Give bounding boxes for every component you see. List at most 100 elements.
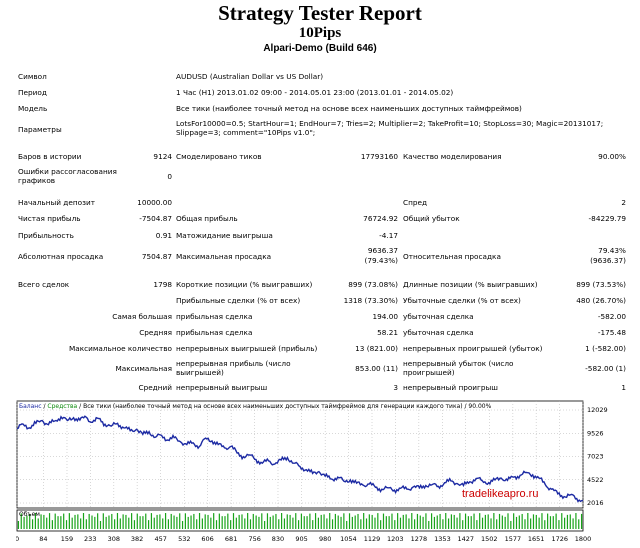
volume-bar	[317, 517, 319, 529]
volume-plot-frame	[16, 509, 584, 532]
relative-drawdown-label: Относительная просадка	[403, 252, 501, 261]
consec-wins-value: 13 (821.00)	[355, 344, 398, 353]
volume-bar	[54, 513, 56, 529]
y-tick-label: 7023	[587, 453, 604, 461]
consec-losses-label: непрерывных проигрышей (убыток)	[403, 344, 543, 353]
volume-bar	[297, 520, 300, 529]
volume-bar	[312, 520, 314, 529]
volume-bar	[428, 520, 430, 529]
volume-bar	[230, 520, 232, 529]
volume-bar	[281, 513, 283, 529]
volume-bar	[122, 514, 124, 529]
ea-name: 10Pips	[298, 25, 342, 41]
volume-bar	[153, 517, 155, 529]
volume-bar	[210, 517, 212, 529]
volume-bar	[329, 513, 331, 529]
x-tick-label: 1278	[411, 535, 428, 543]
volume-bar	[402, 514, 404, 529]
volume-bar	[252, 513, 254, 529]
volume-bar	[527, 513, 529, 529]
volume-bar	[128, 517, 130, 529]
volume-bar	[184, 513, 186, 529]
volume-bar	[558, 520, 560, 529]
x-tick-label: 606	[201, 535, 213, 543]
errors-value: 0	[167, 172, 172, 181]
legend-equity: Средства	[47, 403, 77, 410]
volume-bar	[40, 514, 42, 529]
volume-bar	[447, 518, 450, 529]
volume-bar	[419, 515, 421, 529]
volume-bar	[504, 516, 506, 529]
volume-bar	[102, 513, 104, 529]
volume-bar	[249, 519, 252, 529]
volume-bar	[566, 514, 569, 529]
x-tick-label: 382	[131, 535, 143, 543]
volume-bar	[549, 516, 552, 529]
volume-bar	[63, 513, 65, 529]
volume-bar	[150, 513, 153, 529]
maximal-label: Максимальная	[115, 364, 172, 373]
volume-bar	[278, 519, 280, 529]
x-tick-label: 1726	[551, 535, 568, 543]
volume-bar	[323, 514, 325, 529]
x-tick-label: 1129	[364, 535, 381, 543]
volume-bar	[145, 513, 147, 529]
x-tick-label: 1054	[340, 535, 357, 543]
volume-bar	[572, 518, 574, 529]
largest-loss-value: -582.00	[597, 312, 626, 321]
y-tick-label: 2016	[587, 499, 604, 507]
volume-bar	[37, 518, 39, 529]
max-drawdown-percent: (79.43%)	[364, 256, 398, 265]
volume-bar	[85, 519, 87, 529]
volume-bar	[97, 513, 99, 529]
deposit-value: 10000.00	[137, 198, 172, 207]
bars-value: 9124	[153, 152, 172, 161]
volume-bar	[498, 513, 501, 529]
volume-bar	[368, 514, 370, 529]
volume-bar	[295, 513, 297, 529]
ticks-label: Смоделировано тиков	[176, 152, 262, 161]
x-tick-label: 233	[84, 535, 96, 543]
volume-bar	[80, 518, 82, 529]
volume-label: Объем	[19, 511, 40, 518]
volume-bar	[164, 513, 167, 529]
volume-bar	[88, 513, 90, 529]
volume-bar	[125, 514, 127, 529]
largest-profit-label: прибыльная сделка	[176, 312, 253, 321]
volume-bar	[201, 518, 203, 529]
volume-bar	[116, 513, 119, 529]
volume-bar	[187, 516, 189, 529]
volume-bar	[232, 513, 235, 529]
volume-bar	[490, 518, 492, 529]
volume-bar	[535, 514, 537, 529]
volume-bar	[26, 515, 28, 529]
expected-payoff-value: -4.17	[379, 231, 398, 240]
volume-bar	[289, 514, 291, 529]
x-tick-label: 980	[319, 535, 331, 543]
max-drawdown-label: Максимальная просадка	[176, 252, 272, 261]
params-label: Параметры	[18, 125, 62, 134]
volume-bar	[377, 513, 379, 529]
volume-bar	[484, 514, 486, 529]
avg-consec-wins-value: 3	[393, 383, 398, 392]
max-count-label: Максимальное количество	[68, 344, 172, 353]
volume-bar	[170, 513, 172, 529]
volume-bar	[422, 516, 424, 529]
gross-loss-label: Общий убыток	[403, 214, 460, 223]
profit-factor-label: Прибыльность	[18, 231, 74, 240]
short-positions-label: Короткие позиции (% выигравших)	[176, 280, 313, 289]
volume-bar	[473, 513, 475, 529]
x-tick-label: 1203	[387, 535, 404, 543]
model-label: Модель	[18, 104, 48, 113]
consec-profit-label: непрерывная прибыль (число выигрышей)	[176, 359, 291, 377]
volume-bar	[385, 516, 387, 529]
volume-bar	[156, 514, 158, 529]
bars-label: Баров в истории	[18, 152, 82, 161]
volume-bar	[365, 518, 368, 529]
volume-bar	[46, 517, 48, 529]
legend-balance: Баланс	[19, 403, 42, 410]
relative-drawdown-value: (9636.37)	[590, 256, 626, 265]
server-build: Alpari-Demo (Build 646)	[263, 43, 377, 54]
spread-value: 2	[621, 198, 626, 207]
chart-legend: Баланс / Средства / Все тики (наиболее т…	[19, 403, 492, 410]
